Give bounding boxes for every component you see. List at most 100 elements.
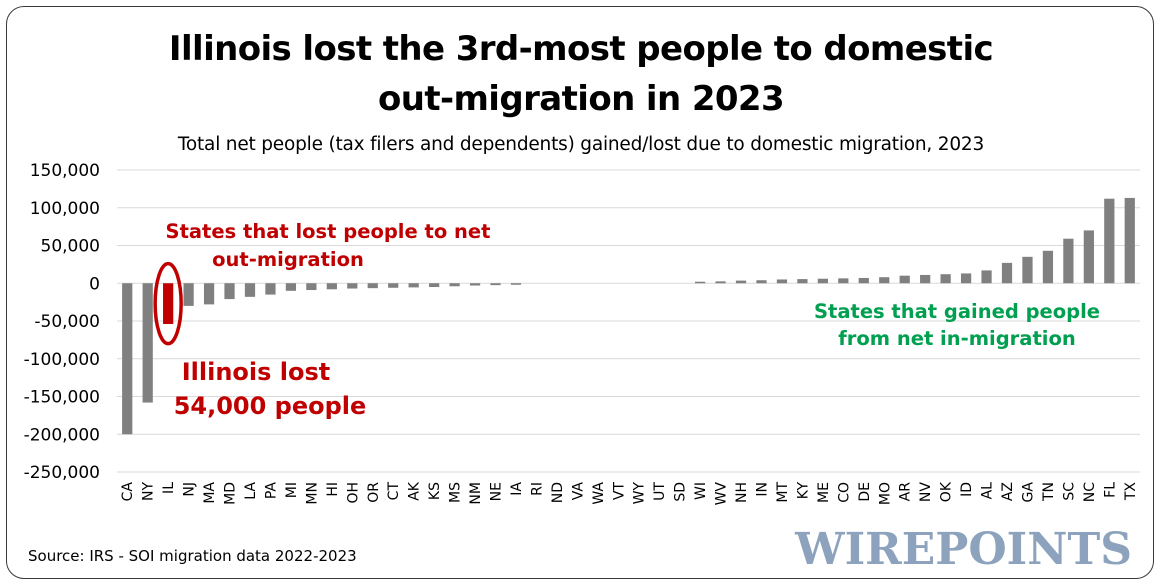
x-tick-label-sd: SD (673, 482, 689, 502)
bar-nj (183, 283, 194, 306)
chart-frame (6, 6, 1154, 579)
bar-wv (715, 281, 726, 284)
x-tick-label-hi: HI (325, 482, 341, 497)
x-tick-label-nj: NJ (182, 482, 198, 497)
x-tick-label-fl: FL (1102, 482, 1118, 498)
x-tick-label-md: MD (223, 482, 239, 505)
bar-ma (203, 283, 215, 305)
x-tick-label-la: LA (243, 482, 259, 500)
bar-id (960, 273, 972, 284)
x-tick-label-az: AZ (1000, 482, 1016, 501)
bar-ms (449, 283, 460, 287)
bar-mi (285, 283, 297, 291)
lost-annotation-line1: States that lost people to net (166, 220, 491, 243)
x-tick-label-va: VA (570, 482, 586, 501)
x-tick-label-nc: NC (1082, 482, 1098, 502)
x-tick-label-ky: KY (795, 482, 811, 500)
x-tick-label-ne: NE (489, 482, 505, 501)
bars (122, 197, 1135, 435)
x-tick-label-nm: NM (468, 482, 484, 505)
bar-tx (1124, 197, 1135, 284)
x-tick-label-tn: TN (1041, 482, 1057, 502)
bar-nm (469, 283, 481, 286)
bar-az (1001, 262, 1013, 284)
bar-il (163, 283, 174, 325)
wirepoints-logo: WIREPOINTS (795, 524, 1132, 575)
illinois-annotation-line1: Illinois lost (182, 358, 331, 386)
x-axis-labels: CA NY IL NJ MA MD LA PA MI MN HI OH OR CT AK KS MS NM NE IA… (120, 481, 1139, 505)
y-tick-label: 0 (89, 274, 100, 294)
x-tick-label-ca: CA (120, 482, 136, 502)
x-tick-label-mi: MI (284, 482, 300, 498)
x-tick-label-or: OR (366, 482, 382, 503)
y-tick-label: -50,000 (34, 312, 100, 332)
chart-title-line2: out-migration in 2023 (377, 79, 785, 119)
bar-ia (510, 283, 522, 285)
x-tick-label-pa: PA (263, 482, 279, 500)
bar-hi (326, 283, 337, 290)
bar-oh (347, 283, 358, 289)
gridlines (117, 169, 1140, 473)
bar-nc (1083, 230, 1094, 284)
bar-mt (776, 279, 788, 284)
bar-ne (490, 283, 501, 286)
bar-in (756, 280, 767, 284)
bar-mo (879, 277, 890, 284)
x-tick-label-ar: AR (898, 482, 914, 502)
bar-ct (388, 283, 399, 288)
bar-de (858, 277, 869, 284)
bar-md (224, 283, 235, 300)
bar-nh (735, 280, 747, 284)
y-tick-label: 100,000 (30, 199, 100, 219)
x-tick-label-ok: OK (939, 481, 955, 502)
gained-annotation-line1: States that gained people (814, 300, 1100, 323)
x-tick-label-mn: MN (304, 482, 320, 505)
illinois-annotation-line2: 54,000 people (174, 392, 367, 420)
bar-fl (1104, 198, 1115, 284)
y-tick-label: -250,000 (24, 463, 100, 483)
lost-annotation-line2: out-migration (212, 248, 364, 271)
bar-co (838, 278, 849, 284)
bar-ga (1022, 256, 1033, 284)
y-tick-label: 50,000 (41, 237, 100, 257)
y-tick-label: -200,000 (24, 425, 100, 445)
x-tick-label-me: ME (816, 482, 832, 503)
x-tick-label-wa: WA (591, 482, 607, 505)
x-tick-label-tx: TX (1123, 482, 1139, 502)
bar-ky (797, 279, 808, 284)
y-tick-label: -150,000 (24, 388, 100, 408)
x-tick-label-ut: UT (652, 482, 668, 501)
bar-ar (899, 275, 910, 284)
bar-nv (920, 274, 931, 284)
x-tick-label-mo: MO (877, 482, 893, 505)
x-tick-label-wv: WV (714, 482, 730, 506)
bar-ok (940, 274, 951, 284)
x-tick-label-de: DE (857, 482, 873, 502)
bar-mn (306, 283, 317, 291)
bar-me (817, 278, 828, 284)
x-tick-label-ga: GA (1020, 482, 1036, 503)
x-tick-label-sc: SC (1061, 482, 1077, 501)
x-tick-label-ak: AK (407, 481, 423, 501)
x-tick-label-nh: NH (734, 482, 750, 503)
x-tick-label-in: IN (754, 482, 770, 497)
x-tick-label-ma: MA (202, 482, 218, 504)
x-tick-label-nd: ND (550, 482, 566, 503)
bar-sc (1063, 238, 1074, 284)
x-tick-label-il: IL (161, 482, 177, 494)
y-tick-label: -100,000 (24, 350, 100, 370)
x-tick-label-ny: NY (141, 482, 157, 501)
x-tick-label-ri: RI (529, 482, 545, 496)
illinois-highlight-circle (153, 261, 183, 346)
bar-or (367, 283, 378, 289)
bar-wi (694, 281, 706, 284)
bar-ak (408, 283, 419, 288)
gained-annotation-line2: from net in-migration (838, 327, 1076, 350)
bar-ks (429, 283, 440, 288)
y-axis-labels: 150,000 100,000 50,000 0 -50,000 -100,000 -150… (24, 161, 100, 483)
x-tick-label-ia: IA (509, 482, 525, 496)
bar-la (244, 283, 256, 297)
bar-al (981, 270, 992, 284)
x-tick-label-vt: VT (611, 482, 627, 501)
